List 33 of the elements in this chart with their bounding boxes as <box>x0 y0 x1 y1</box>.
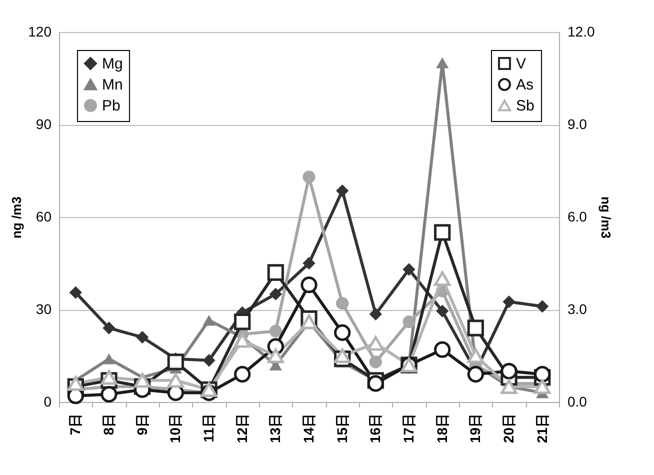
x-tick-label: 11日 <box>200 414 216 442</box>
y2-tick-label: 6.0 <box>568 208 588 224</box>
y2-tick-label: 3.0 <box>568 301 588 317</box>
x-tick-label: 19日 <box>467 414 484 444</box>
x-tick-label: 12日 <box>234 414 250 444</box>
legend-label: As <box>516 76 534 94</box>
legend-label: Mn <box>102 76 123 94</box>
y-tick-label: 30 <box>36 301 52 317</box>
y-tick-label: 0 <box>44 394 52 410</box>
x-tick-label: 8日 <box>100 414 116 436</box>
x-tick-label: 10日 <box>167 414 184 444</box>
x-tick-label: 18日 <box>434 414 450 444</box>
x-tick-label: 16日 <box>367 414 384 444</box>
y-tick-label: 120 <box>28 24 52 40</box>
x-tick-label: 7日 <box>67 414 84 436</box>
y2-tick-label: 12.0 <box>568 24 595 40</box>
x-tick-label: 14日 <box>300 414 316 444</box>
y2-tick-label: 9.0 <box>568 116 588 132</box>
legend-label: Sb <box>516 98 534 114</box>
legend-label: Pb <box>102 98 120 114</box>
y-tick-label: 60 <box>36 208 52 224</box>
x-tick-label: 21日 <box>534 414 550 444</box>
y-tick-label: 90 <box>36 116 52 132</box>
x-tick-label: 17日 <box>400 414 416 444</box>
y2-axis-title: ng /m3 <box>598 196 614 238</box>
x-tick-label: 9日 <box>134 414 150 436</box>
x-tick-label: 13日 <box>267 414 284 444</box>
y-axis-title: ng /m3 <box>9 196 24 238</box>
legend-label: V <box>516 56 526 72</box>
y2-tick-label: 0.0 <box>568 394 588 410</box>
x-tick-label: 15日 <box>334 414 350 444</box>
legend-label: Mg <box>102 56 123 72</box>
x-tick-label: 20日 <box>500 414 516 444</box>
